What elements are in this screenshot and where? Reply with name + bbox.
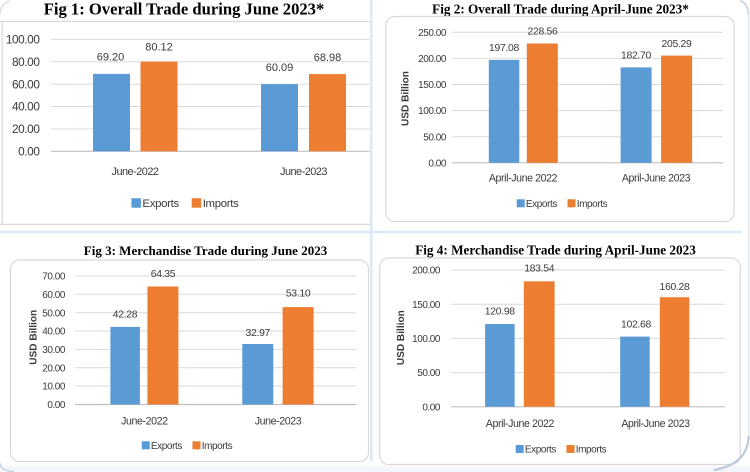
svg-text:30.00: 30.00 <box>42 345 66 356</box>
svg-text:100.00: 100.00 <box>412 334 441 345</box>
svg-text:200.00: 200.00 <box>418 54 447 65</box>
svg-text:80.12: 80.12 <box>145 42 173 54</box>
svg-text:70.00: 70.00 <box>42 272 66 283</box>
svg-text:197.08: 197.08 <box>489 43 520 54</box>
svg-text:120.98: 120.98 <box>485 306 516 317</box>
svg-text:60.09: 60.09 <box>266 62 294 74</box>
svg-text:April-June 2023: April-June 2023 <box>622 173 691 185</box>
svg-text:10.00: 10.00 <box>42 382 66 393</box>
svg-text:Fig 4: Merchandise Trade durin: Fig 4: Merchandise Trade during April-Ju… <box>415 243 696 258</box>
svg-text:250.00: 250.00 <box>418 28 447 39</box>
svg-text:42.28: 42.28 <box>113 310 138 321</box>
svg-text:0.00: 0.00 <box>422 402 441 413</box>
svg-text:Imports: Imports <box>202 441 233 452</box>
svg-text:April-June 2023: April-June 2023 <box>621 418 690 430</box>
svg-text:June-2022: June-2022 <box>112 166 159 178</box>
svg-text:April-June 2022: April-June 2022 <box>486 418 555 430</box>
svg-text:100.00: 100.00 <box>6 33 41 47</box>
svg-text:183.54: 183.54 <box>524 264 555 275</box>
svg-text:Imports: Imports <box>203 198 239 210</box>
svg-text:40.00: 40.00 <box>42 327 66 338</box>
svg-text:50.00: 50.00 <box>423 132 447 143</box>
svg-text:60.00: 60.00 <box>12 77 40 91</box>
svg-text:June-2023: June-2023 <box>280 166 327 178</box>
svg-text:150.00: 150.00 <box>412 300 441 311</box>
svg-text:0.00: 0.00 <box>47 400 66 411</box>
svg-text:Exports: Exports <box>142 198 179 210</box>
svg-text:150.00: 150.00 <box>418 80 447 91</box>
svg-text:32.97: 32.97 <box>246 328 271 339</box>
svg-text:Fig 1: Overall Trade during Ju: Fig 1: Overall Trade during June 2023* <box>44 0 325 19</box>
svg-text:60.00: 60.00 <box>42 290 66 301</box>
svg-text:64.35: 64.35 <box>151 269 176 280</box>
svg-text:April-June 2022: April-June 2022 <box>489 173 558 185</box>
svg-text:Imports: Imports <box>577 199 608 210</box>
svg-text:Exports: Exports <box>525 445 557 456</box>
svg-text:68.98: 68.98 <box>314 52 342 64</box>
svg-text:USD Billion: USD Billion <box>401 71 412 126</box>
svg-text:182.70: 182.70 <box>621 51 652 62</box>
svg-text:228.56: 228.56 <box>528 27 559 38</box>
svg-text:100.00: 100.00 <box>418 106 447 117</box>
svg-text:50.00: 50.00 <box>42 308 66 319</box>
svg-text:Fig 2: Overall Trade during Ap: Fig 2: Overall Trade during April-June 2… <box>432 2 689 17</box>
svg-text:102.68: 102.68 <box>621 320 652 331</box>
svg-text:80.00: 80.00 <box>12 55 40 69</box>
svg-text:53.10: 53.10 <box>286 289 311 300</box>
svg-text:0.00: 0.00 <box>428 158 447 169</box>
svg-text:Exports: Exports <box>151 441 183 452</box>
svg-text:Exports: Exports <box>526 199 558 210</box>
svg-text:USD Billion: USD Billion <box>29 310 40 365</box>
svg-text:20.00: 20.00 <box>12 122 40 136</box>
svg-text:160.28: 160.28 <box>660 282 691 293</box>
svg-text:50.00: 50.00 <box>417 368 441 379</box>
svg-text:200.00: 200.00 <box>412 266 441 277</box>
svg-text:40.00: 40.00 <box>12 100 40 114</box>
svg-text:June-2022: June-2022 <box>121 415 168 427</box>
svg-text:69.20: 69.20 <box>97 52 125 64</box>
svg-text:0.00: 0.00 <box>18 144 40 158</box>
svg-text:Fig 3: Merchandise Trade durin: Fig 3: Merchandise Trade during June 202… <box>84 243 328 258</box>
svg-text:Imports: Imports <box>576 445 607 456</box>
svg-text:USD Billion: USD Billion <box>396 310 407 365</box>
svg-text:June-2023: June-2023 <box>255 415 302 427</box>
svg-text:205.29: 205.29 <box>662 39 693 50</box>
svg-text:20.00: 20.00 <box>42 363 66 374</box>
